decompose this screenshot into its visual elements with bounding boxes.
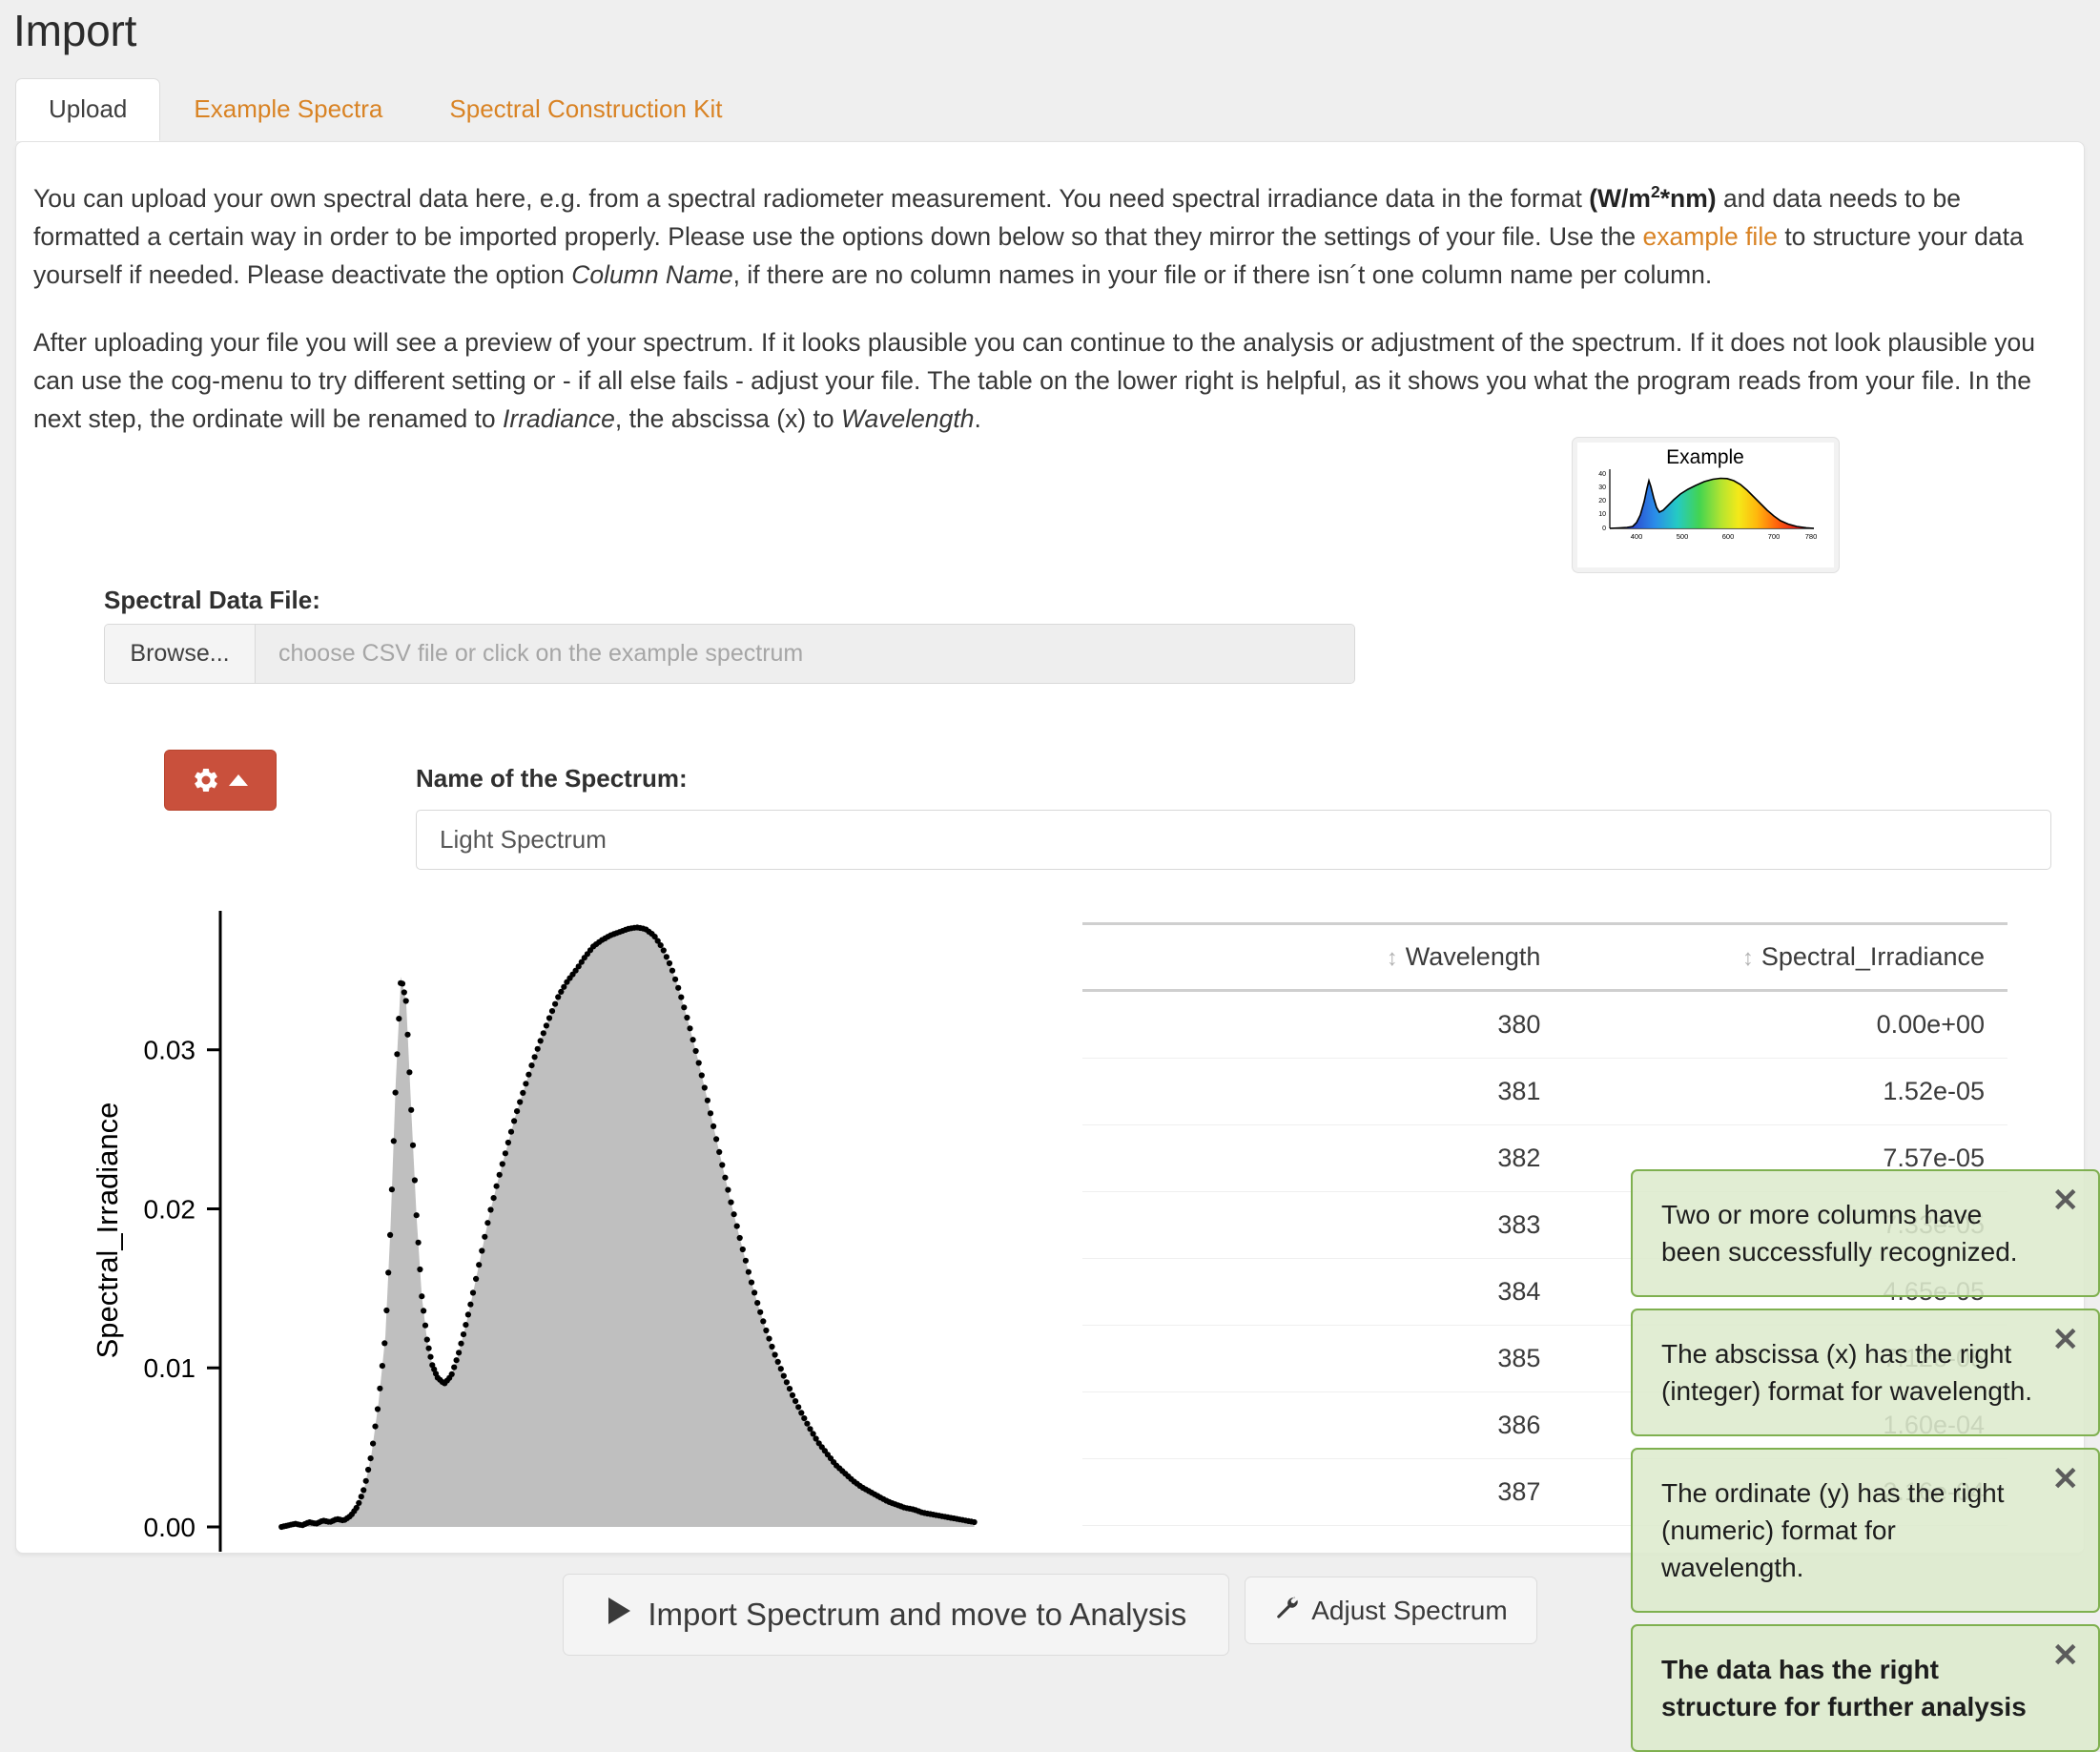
table-row: 380 0.00e+00 [1082, 990, 2007, 1059]
pagination-page-3[interactable]: 3 [1535, 1552, 1550, 1553]
svg-text:700: 700 [1768, 532, 1781, 541]
intro-text: You can upload your own spectral data he… [33, 173, 2052, 467]
cell-wavelength: 381 [1082, 1058, 1564, 1125]
sort-updown-icon[interactable]: ↕ [1386, 945, 1398, 971]
svg-text:500: 500 [1677, 532, 1689, 541]
svg-text:20: 20 [1598, 498, 1606, 505]
caret-up-icon [228, 773, 249, 788]
play-icon [606, 1596, 632, 1634]
browse-button[interactable]: Browse... [105, 625, 256, 683]
intro-p2-b: , the abscissa (x) to [614, 403, 841, 433]
svg-text:0.00: 0.00 [144, 1513, 196, 1542]
svg-text:400: 400 [1631, 532, 1643, 541]
import-page: Import Upload Example Spectra Spectral C… [0, 6, 2100, 1752]
gear-icon [192, 766, 220, 794]
toast-message: The abscissa (x) has the right (integer)… [1661, 1339, 2033, 1406]
page-title: Import [13, 6, 137, 55]
cell-wavelength: 385 [1082, 1325, 1564, 1392]
cell-wavelength: 384 [1082, 1258, 1564, 1326]
svg-text:0: 0 [1602, 526, 1606, 532]
svg-text:0.03: 0.03 [144, 1036, 196, 1065]
toast-message: The ordinate (y) has the right (numeric)… [1661, 1478, 2005, 1582]
intro-p1-a: You can upload your own spectral data he… [33, 183, 1590, 213]
intro-p2-a: After uploading your file you will see a… [33, 327, 2036, 433]
svg-text:10: 10 [1598, 511, 1606, 518]
footer-actions: Import Spectrum and move to Analysis Adj… [0, 1574, 2100, 1656]
svg-text:40: 40 [1598, 471, 1606, 478]
intro-p1-c: to structure your data yourself if neede… [33, 221, 2024, 289]
column-header-spectral-irradiance[interactable]: ↕ Spectral_Irradiance [1563, 922, 2007, 992]
spectrum-name-label: Name of the Spectrum: [416, 764, 688, 793]
cog-menu-button[interactable] [164, 750, 277, 811]
toast-abscissa-format: ✕ The abscissa (x) has the right (intege… [1631, 1309, 2100, 1436]
toast-structure-ok: ✕ The data has the right structure for f… [1631, 1624, 2100, 1752]
tab-bar: Upload Example Spectra Spectral Construc… [15, 78, 756, 141]
adjust-spectrum-button[interactable]: Adjust Spectrum [1245, 1577, 1537, 1644]
import-spectrum-label: Import Spectrum and move to Analysis [648, 1597, 1187, 1632]
adjust-spectrum-label: Adjust Spectrum [1311, 1595, 1508, 1625]
spectral-data-file-label: Spectral Data File: [104, 586, 320, 614]
cell-wavelength: 386 [1082, 1391, 1564, 1459]
rows-info: 1–8 of 401 rows [1082, 1552, 1266, 1553]
spectrum-chart-svg: 0.000.010.020.03400500600700800Wavelengt… [91, 911, 978, 1552]
intro-paragraph-1: You can upload your own spectral data he… [33, 173, 2052, 294]
tab-example-spectra[interactable]: Example Spectra [194, 94, 383, 124]
cell-spectral-irradiance: 1.52e-05 [1563, 1058, 2007, 1125]
example-thumbnail-image: Example 40 30 20 10 0 400 500 [1577, 443, 1834, 567]
pagination-page-2[interactable]: 2 [1491, 1552, 1505, 1553]
svg-text:0.02: 0.02 [144, 1194, 196, 1224]
close-icon[interactable]: ✕ [2051, 1322, 2080, 1358]
sort-updown-icon[interactable]: ↕ [1741, 945, 1754, 971]
cell-spectral-irradiance: 0.00e+00 [1563, 990, 2007, 1059]
wavelength-emphasis: Wavelength [840, 403, 975, 433]
pagination-page-1[interactable]: 1 [1446, 1552, 1460, 1553]
svg-text:Example: Example [1666, 446, 1744, 468]
tab-upload[interactable]: Upload [15, 78, 161, 141]
close-icon[interactable]: ✕ [2051, 1461, 2080, 1497]
svg-text:30: 30 [1598, 484, 1606, 491]
toast-stack: ✕ Two or more columns have been successf… [1631, 1169, 2100, 1752]
toast-message: The data has the right structure for fur… [1661, 1655, 2027, 1721]
pagination-previous[interactable]: Previous [1311, 1552, 1411, 1553]
column-header-wavelength[interactable]: ↕ Wavelength [1082, 922, 1564, 992]
tab-spectral-construction-kit[interactable]: Spectral Construction Kit [449, 94, 723, 124]
table-row: 381 1.52e-05 [1082, 1058, 2007, 1125]
svg-text:600: 600 [1722, 532, 1735, 541]
spectrum-preview-chart: 0.000.010.020.03400500600700800Wavelengt… [73, 905, 1041, 1553]
irradiance-emphasis: Irradiance [503, 403, 615, 433]
toast-ordinate-format: ✕ The ordinate (y) has the right (numeri… [1631, 1448, 2100, 1613]
svg-text:780: 780 [1805, 532, 1818, 541]
intro-p1-d: , if there are no column names in your f… [732, 259, 1713, 289]
cell-wavelength: 380 [1082, 990, 1564, 1059]
toast-columns-recognized: ✕ Two or more columns have been successf… [1631, 1169, 2100, 1297]
file-input-group[interactable]: Browse... choose CSV file or click on th… [104, 624, 1355, 684]
column-name-emphasis: Column Name [571, 259, 733, 289]
close-icon[interactable]: ✕ [2051, 1183, 2080, 1219]
close-icon[interactable]: ✕ [2051, 1638, 2080, 1674]
format-unit: (W/m2*nm) [1589, 182, 1717, 213]
toast-message: Two or more columns have been successful… [1661, 1200, 2018, 1267]
cell-wavelength: 383 [1082, 1191, 1564, 1259]
wrench-icon [1274, 1594, 1299, 1627]
table-header-row: ↕ Wavelength ↕ Spectral_Irradiance [1082, 922, 2007, 992]
file-name-display: choose CSV file or click on the example … [256, 625, 1354, 683]
spectrum-name-input[interactable] [416, 810, 2051, 870]
svg-text:0.01: 0.01 [144, 1353, 196, 1383]
example-file-link[interactable]: example file [1642, 221, 1778, 251]
import-spectrum-button[interactable]: Import Spectrum and move to Analysis [563, 1574, 1230, 1656]
pagination-page-4[interactable]: 4 [1580, 1552, 1595, 1553]
example-spectrum-thumbnail[interactable]: Example 40 30 20 10 0 400 500 [1572, 437, 1840, 573]
example-chart-svg: Example 40 30 20 10 0 400 500 [1598, 446, 1818, 541]
intro-paragraph-2: After uploading your file you will see a… [33, 323, 2052, 438]
cell-wavelength: 382 [1082, 1124, 1564, 1192]
svg-text:Spectral_Irradiance: Spectral_Irradiance [91, 1103, 124, 1359]
intro-p2-c: . [974, 403, 981, 433]
cell-wavelength: 387 [1082, 1458, 1564, 1526]
intro-p1-b: and data needs to be formatted a certain… [33, 183, 1961, 251]
